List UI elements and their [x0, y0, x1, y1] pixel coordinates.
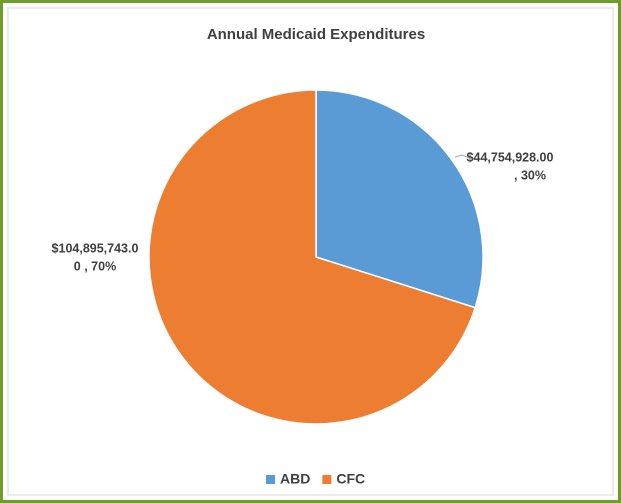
plot-border [7, 7, 614, 496]
data-label: $44,754,928.00 [467, 150, 554, 164]
data-label: 0 , 70% [74, 259, 116, 273]
pie-slice [315, 89, 484, 309]
legend-swatch [322, 475, 332, 484]
pie-slice [148, 89, 477, 425]
legend-label: ABD [280, 471, 310, 487]
data-label: $104,895,743.0 [52, 241, 139, 255]
data-label: , 30% [514, 168, 546, 182]
chart-title: Annual Medicaid Expenditures [207, 26, 425, 43]
leader-line [454, 154, 473, 160]
legend-swatch [266, 475, 275, 484]
legend-label: CFC [336, 471, 365, 487]
